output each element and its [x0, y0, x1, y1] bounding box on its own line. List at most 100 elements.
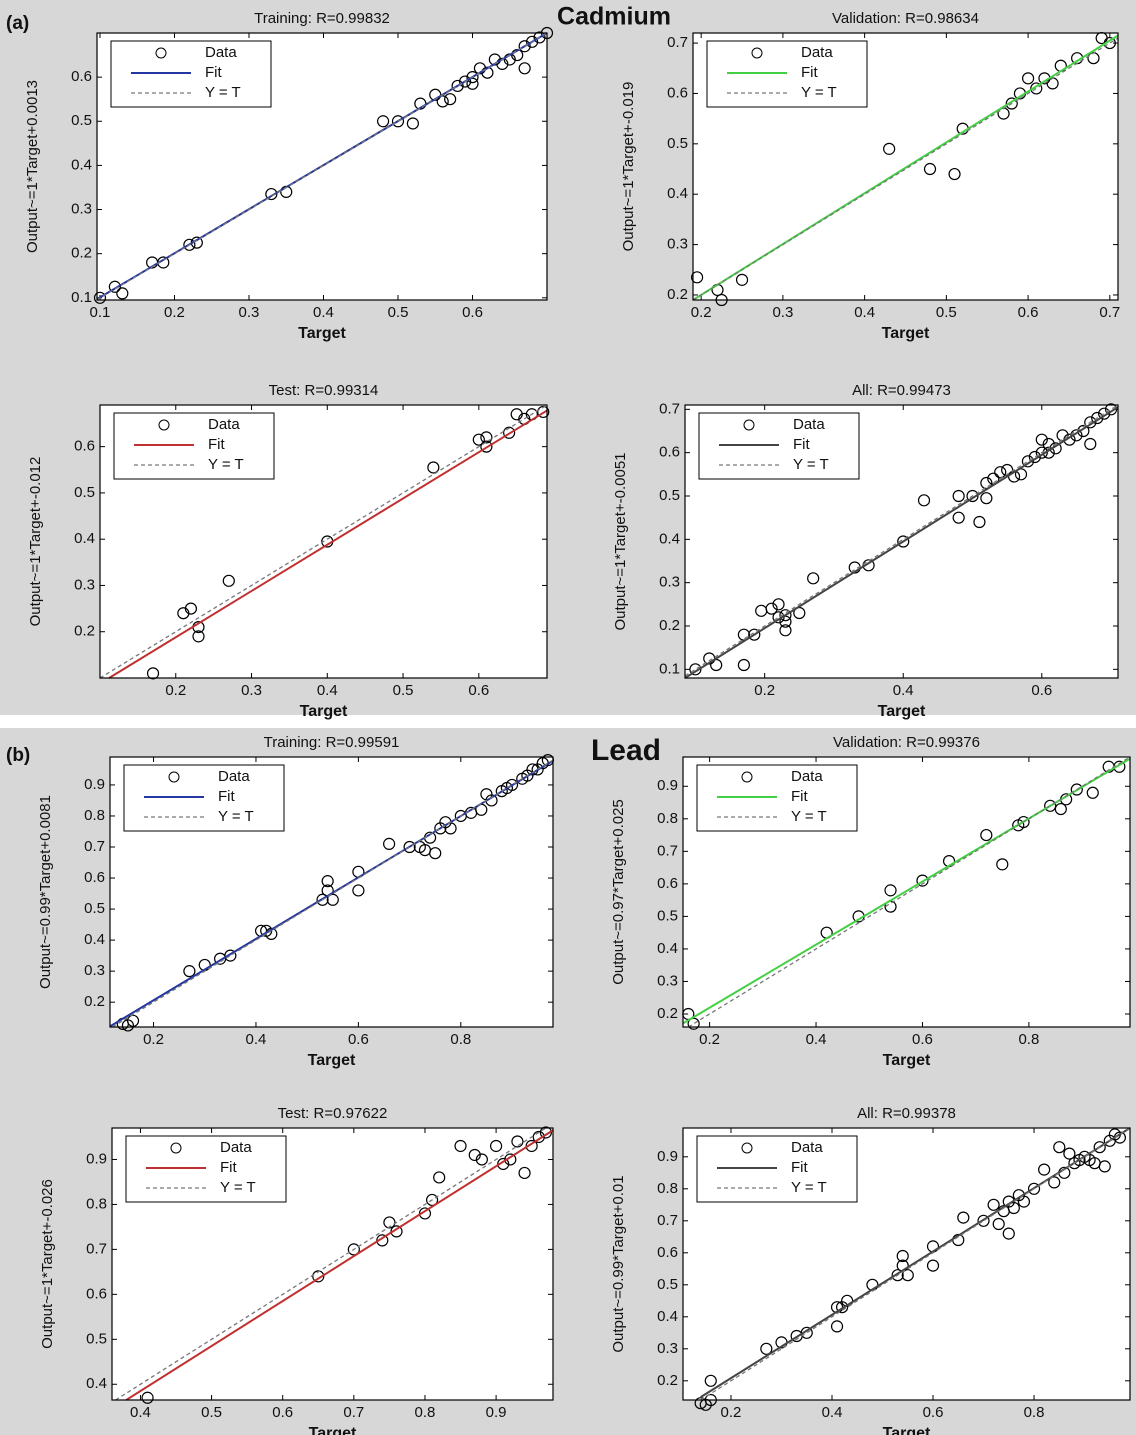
x-tick-label: 0.5 [388, 304, 409, 321]
data-point [376, 115, 390, 128]
data-point [532, 1130, 545, 1144]
data-point [883, 142, 896, 155]
plot-frame [682, 1127, 1131, 1401]
data-point [518, 40, 531, 53]
data-point [772, 598, 785, 611]
y-tick-label: 0.5 [84, 900, 105, 917]
x-tick-label: 0.2 [754, 682, 775, 699]
series-group [684, 403, 1119, 679]
data-point [1048, 1176, 1061, 1189]
data-point [224, 949, 237, 962]
x-tick-label: 0.6 [1018, 304, 1039, 321]
legend-marker [155, 47, 167, 59]
x-tick-label: 0.6 [468, 682, 489, 699]
y-tick-label: 0.8 [657, 1180, 678, 1197]
x-tick-label: 0.7 [343, 1404, 364, 1421]
legend-label: Fit [801, 64, 818, 81]
data-point [704, 1374, 717, 1387]
y-tick-label: 0.6 [86, 1285, 107, 1302]
y-tick-label: 0.9 [657, 777, 678, 794]
y-tick-label: 0.5 [74, 484, 95, 501]
series-group [99, 404, 550, 680]
data-point [1054, 802, 1067, 816]
series-group [682, 756, 1131, 1030]
data-point [1002, 1227, 1015, 1240]
data-point [926, 1259, 940, 1272]
fit-line [108, 409, 548, 679]
data-point [451, 79, 464, 93]
legend-marker [743, 419, 755, 431]
y-tick-label: 0.3 [74, 576, 95, 593]
legend-label: Data [791, 1139, 823, 1156]
data-point [383, 837, 396, 850]
y-tick-label: 0.3 [84, 962, 105, 979]
legend-label: Fit [205, 64, 222, 81]
data-point [772, 611, 785, 624]
x-tick-label: 0.2 [143, 1031, 164, 1048]
y-tick-label: 0.6 [71, 68, 92, 85]
data-point [427, 461, 440, 474]
legend-label: Fit [208, 436, 225, 453]
y-tick-label: 0.3 [667, 236, 688, 253]
y-tick-label: 0.4 [74, 530, 95, 547]
legend-label: Y = T [205, 84, 241, 101]
data-point [1093, 1141, 1106, 1154]
y-tick-label: 0.3 [657, 1340, 678, 1357]
data-point [1035, 433, 1048, 446]
legend-marker [741, 771, 753, 783]
data-point [539, 1126, 552, 1139]
data-point [347, 1243, 360, 1256]
legend-marker [741, 1142, 753, 1154]
legend-label: Fit [791, 788, 808, 805]
legend-label: Data [801, 44, 833, 61]
data-point [265, 187, 278, 201]
data-point [108, 280, 121, 293]
data-point [917, 494, 931, 507]
data-point [807, 572, 820, 585]
fit-line [687, 756, 1131, 1028]
data-point [222, 574, 235, 587]
y-tick-label: 0.4 [84, 931, 105, 948]
data-point [980, 492, 993, 505]
y-tick-label: 0.4 [86, 1375, 107, 1392]
data-point [1021, 455, 1035, 468]
data-point [689, 663, 702, 676]
y-axis-label: Output~=0.99*Target+0.01 [610, 1175, 627, 1352]
x-tick-label: 0.4 [806, 1031, 827, 1048]
legend-label: Data [220, 1139, 252, 1156]
data-point [1098, 1160, 1111, 1173]
legend-label: Y = T [791, 1179, 827, 1196]
data-point [433, 1171, 446, 1184]
panel-label: (b) [6, 745, 30, 766]
x-tick-label: 0.6 [1031, 682, 1052, 699]
data-point [884, 884, 897, 897]
data-point [897, 535, 910, 548]
y-axis-label: Output~=1*Target+0.0013 [24, 80, 41, 253]
x-tick-label: 0.2 [699, 1031, 720, 1048]
data-point [425, 1193, 439, 1207]
data-point [383, 1216, 396, 1229]
y-tick-label: 0.6 [84, 869, 105, 886]
data-point [1063, 433, 1076, 446]
x-tick-label: 0.4 [313, 304, 334, 321]
y-tick-label: 0.7 [659, 400, 680, 417]
data-point [800, 1326, 813, 1339]
y-axis-label: Output~=1*Target+-0.0051 [612, 452, 629, 630]
data-point [458, 75, 472, 88]
legend-marker [158, 419, 170, 431]
legend-label: Data [208, 416, 240, 433]
chart-title: Training: R=0.99591 [264, 734, 400, 751]
data-point [737, 658, 750, 672]
data-point [406, 117, 419, 130]
data-point [779, 609, 792, 622]
panel-title: Lead [591, 734, 661, 767]
data-point [862, 559, 875, 572]
y-tick-label: 0.2 [74, 623, 95, 640]
x-axis-label: Target [300, 703, 348, 720]
x-tick-label: 0.1 [90, 304, 111, 321]
x-tick-label: 0.6 [462, 304, 483, 321]
x-tick-label: 0.6 [923, 1404, 944, 1421]
x-tick-label: 0.2 [164, 304, 185, 321]
data-point [948, 167, 961, 181]
data-point [748, 628, 761, 641]
